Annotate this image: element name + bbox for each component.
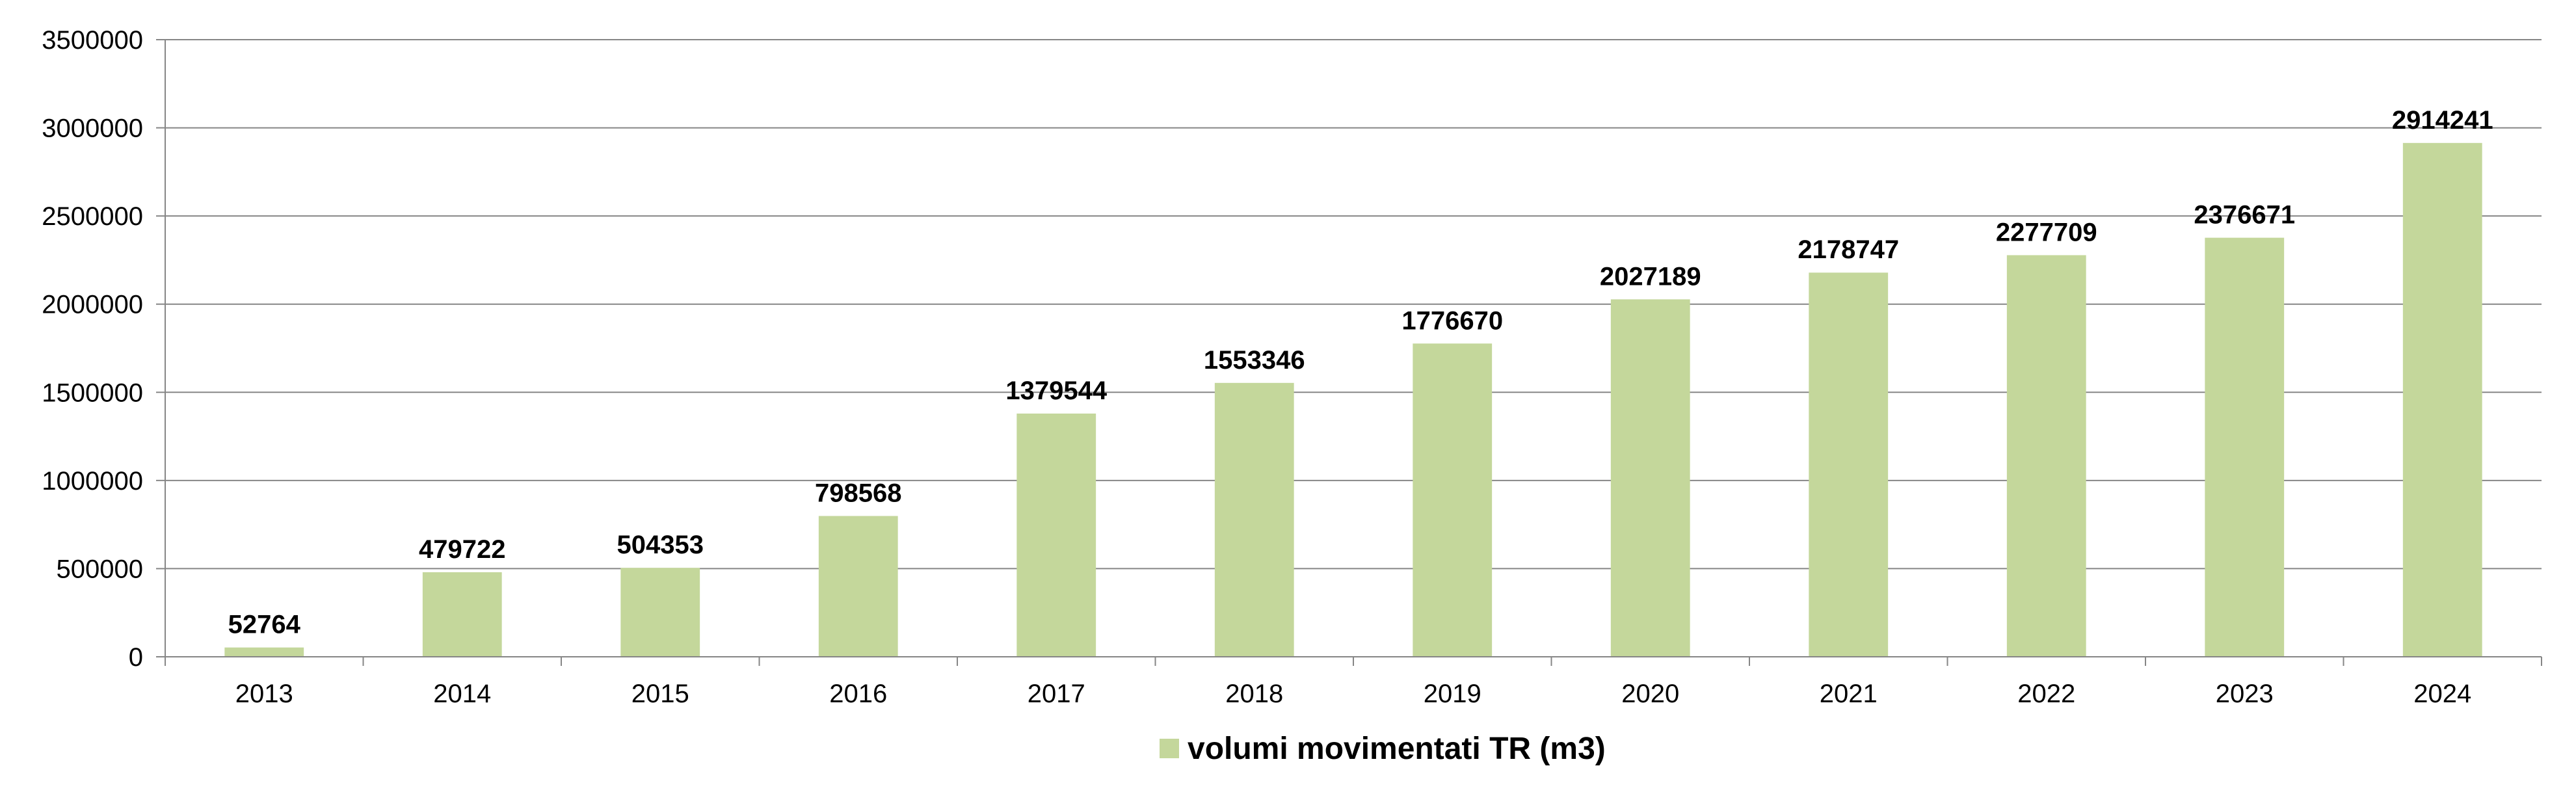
legend-label: volumi movimentati TR (m3) [1188, 732, 1606, 766]
bar [2402, 142, 2482, 657]
data-label: 479722 [419, 535, 505, 564]
y-tick-label: 2000000 [42, 291, 143, 319]
x-tick-label: 2020 [1621, 680, 1679, 708]
bar [1016, 413, 1096, 657]
data-label: 2178747 [1798, 235, 1899, 264]
x-tick-label: 2013 [235, 680, 293, 708]
x-tick-label: 2024 [2413, 680, 2471, 708]
bar [224, 647, 304, 657]
bar [1214, 382, 1294, 657]
gridlines [165, 39, 2542, 570]
y-tick-label: 3500000 [42, 26, 143, 55]
x-tick-label: 2019 [1424, 680, 1481, 708]
x-tick-label: 2018 [1225, 680, 1283, 708]
bar [818, 516, 898, 657]
data-label: 2027189 [1600, 262, 1701, 291]
data-label: 504353 [617, 531, 704, 559]
data-label: 2376671 [2194, 201, 2295, 230]
y-tick-label: 0 [129, 643, 143, 672]
data-label: 52764 [228, 611, 301, 639]
bar [422, 572, 502, 657]
y-tick-label: 500000 [57, 555, 143, 583]
bar [1413, 343, 1493, 657]
data-label: 1776670 [1401, 306, 1503, 335]
data-label: 1379544 [1005, 377, 1107, 405]
bar [2205, 237, 2285, 657]
bar [2006, 255, 2086, 657]
legend: volumi movimentati TR (m3) [1160, 732, 1606, 766]
x-tick-label: 2015 [631, 680, 689, 708]
y-tick-label: 1500000 [42, 378, 143, 407]
x-tick-label: 2016 [829, 680, 887, 708]
labels: 0 500000 1000000 1500000 2000000 2500000 30000… [42, 26, 2493, 708]
bar [1610, 299, 1690, 657]
y-tick-label: 3000000 [42, 114, 143, 143]
y-tick-label: 1000000 [42, 467, 143, 496]
legend-swatch [1160, 739, 1179, 758]
data-label: 798568 [815, 479, 901, 507]
bar [1809, 272, 1889, 657]
x-tick-label: 2022 [2017, 680, 2075, 708]
x-tick-label: 2017 [1028, 680, 1085, 708]
x-tick-label: 2023 [2216, 680, 2274, 708]
x-tick-label: 2021 [1820, 680, 1878, 708]
bars [224, 142, 2482, 657]
x-tick-label: 2014 [433, 680, 491, 708]
y-tick-label: 2500000 [42, 202, 143, 231]
data-label: 2914241 [2392, 106, 2493, 135]
bar [620, 568, 700, 657]
data-label: 2277709 [1996, 218, 2097, 246]
axes [156, 39, 2542, 666]
data-label: 1553346 [1204, 346, 1305, 375]
